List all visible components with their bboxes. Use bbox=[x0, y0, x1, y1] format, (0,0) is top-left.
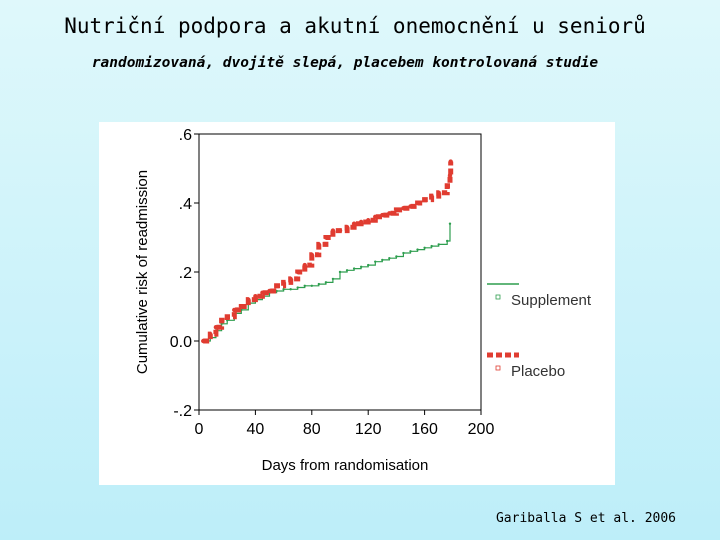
series-placebo-point bbox=[295, 269, 300, 275]
series-placebo-point bbox=[201, 338, 206, 344]
series-placebo-point bbox=[394, 207, 399, 213]
series-placebo-point bbox=[447, 173, 453, 178]
series-placebo-point bbox=[373, 214, 378, 219]
series-supplement-point bbox=[331, 277, 335, 281]
chart-panel: -.2 0.0 .2 .4 .6 0 40 80 120 160 200 Days from rand… bbox=[99, 122, 615, 485]
x-tick-label: 120 bbox=[355, 421, 382, 438]
y-tick-label: 0.0 bbox=[170, 334, 192, 351]
series-supplement-point bbox=[430, 244, 433, 248]
series-placebo-point bbox=[387, 211, 392, 216]
series-supplement-point bbox=[345, 269, 349, 272]
series-supplement-point bbox=[423, 246, 426, 250]
series-placebo-point bbox=[448, 159, 453, 164]
citation: Gariballa S et al. 2006 bbox=[495, 511, 676, 526]
legend-supplement-label: Supplement bbox=[511, 292, 592, 309]
series-supplement-point bbox=[317, 282, 321, 286]
series-placebo-point bbox=[429, 193, 434, 199]
series-supplement-point bbox=[338, 270, 342, 274]
series-supplement-point bbox=[388, 257, 391, 260]
series-placebo-point bbox=[208, 331, 213, 337]
series-supplement-point bbox=[352, 267, 356, 270]
series-placebo-point bbox=[323, 235, 329, 240]
y-tick-label: .2 bbox=[179, 265, 192, 282]
y-tick-label: .4 bbox=[179, 196, 192, 213]
series-placebo-point bbox=[316, 242, 322, 247]
series-supplement-point bbox=[282, 288, 285, 291]
series-placebo-point bbox=[274, 283, 279, 288]
series-placebo-point bbox=[253, 293, 258, 299]
series-placebo-point bbox=[380, 212, 385, 218]
legend-supplement-marker bbox=[495, 294, 501, 300]
series-supplement-point bbox=[324, 281, 328, 284]
series-placebo-point bbox=[232, 307, 237, 313]
series-placebo-point bbox=[422, 197, 427, 202]
series-supplement-point bbox=[395, 255, 398, 258]
x-axis-label: Days from randomisation bbox=[262, 457, 429, 474]
x-tick-label: 0 bbox=[195, 421, 204, 438]
series-placebo-point bbox=[239, 304, 244, 309]
series-supplement-point bbox=[374, 260, 377, 263]
y-axis-label: Cumulative risk of readmission bbox=[134, 170, 151, 374]
series-placebo-point bbox=[366, 218, 371, 223]
series-placebo-point bbox=[330, 228, 336, 233]
series-placebo-point bbox=[288, 276, 293, 282]
series-supplement-point bbox=[367, 263, 370, 267]
series-placebo-point bbox=[302, 262, 307, 268]
y-tick-label: .6 bbox=[179, 127, 192, 144]
series-supplement-point bbox=[437, 243, 440, 246]
x-tick-label: 160 bbox=[411, 421, 438, 438]
series-placebo-point bbox=[436, 190, 441, 195]
series-placebo-point bbox=[337, 228, 343, 233]
series-placebo-point bbox=[213, 325, 219, 330]
series-supplement-point bbox=[416, 248, 419, 251]
legend-placebo-label: Placebo bbox=[511, 363, 565, 380]
readmission-chart: -.2 0.0 .2 .4 .6 0 40 80 120 160 200 Days from rand… bbox=[134, 127, 592, 474]
series-supplement-point bbox=[381, 258, 384, 262]
series-placebo-point bbox=[219, 318, 224, 323]
series-placebo-point bbox=[344, 224, 350, 230]
series-placebo-point bbox=[415, 200, 420, 206]
x-tick-label: 80 bbox=[303, 421, 321, 438]
slide-title: Nutriční podpora a akutní onemocnění u s… bbox=[64, 14, 646, 38]
series-supplement-point bbox=[289, 288, 292, 291]
series-supplement-point bbox=[359, 265, 363, 269]
series-placebo-point bbox=[309, 252, 314, 257]
series-placebo-point bbox=[351, 221, 357, 226]
x-tick-label: 40 bbox=[247, 421, 265, 438]
slide-subtitle: randomizovaná, dvojitě slepá, placebem k… bbox=[91, 55, 599, 71]
series-supplement-point bbox=[310, 284, 313, 287]
series-supplement-point bbox=[303, 284, 306, 287]
series-placebo-point bbox=[225, 314, 230, 320]
series-placebo-point bbox=[267, 288, 272, 294]
series-supplement-point bbox=[402, 251, 405, 255]
series-placebo-point bbox=[401, 205, 406, 211]
series-supplement-point bbox=[296, 286, 299, 289]
series-supplement-point bbox=[448, 222, 452, 225]
series-placebo-point bbox=[260, 290, 265, 295]
y-tick-label: -.2 bbox=[173, 403, 192, 420]
series-placebo-point bbox=[281, 280, 286, 285]
series-placebo-point bbox=[408, 204, 413, 209]
series-supplement-point bbox=[445, 239, 449, 243]
series-placebo-point bbox=[444, 183, 450, 188]
x-tick-label: 200 bbox=[468, 421, 495, 438]
legend-placebo-marker bbox=[495, 365, 501, 371]
series-placebo-point bbox=[246, 297, 251, 302]
series-supplement-point bbox=[409, 250, 412, 253]
series-placebo-point bbox=[358, 219, 364, 225]
